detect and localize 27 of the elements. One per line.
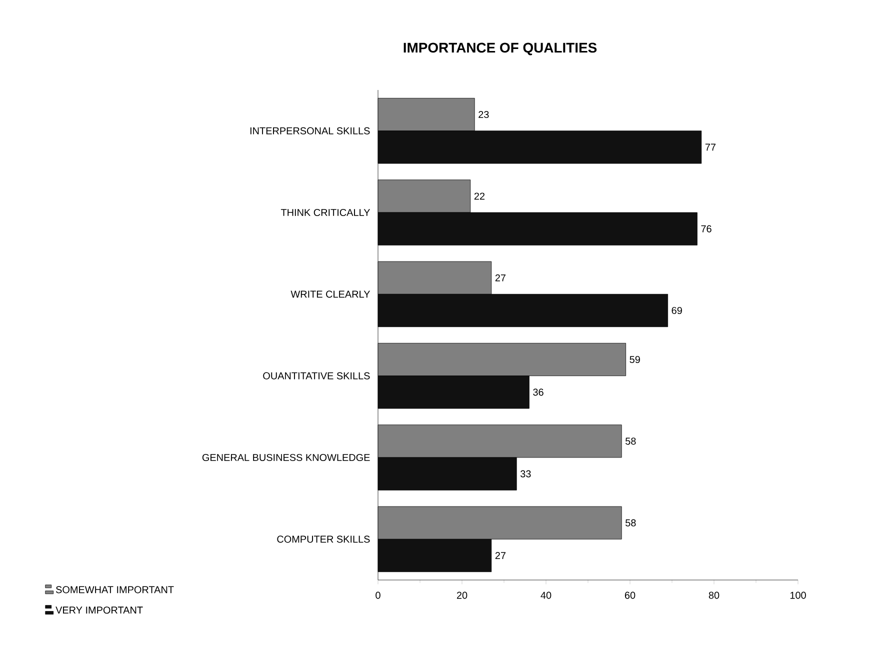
x-tick-label: 40: [540, 592, 552, 599]
data-label: 23: [478, 110, 489, 118]
data-label: 76: [701, 225, 712, 232]
legend-label: VERY IMPORTANT: [56, 606, 143, 614]
x-tick-label: 80: [708, 592, 720, 599]
data-label: 33: [520, 470, 531, 478]
data-label: 36: [533, 388, 544, 396]
y-tick-label: WRITE CLEARLY: [290, 290, 370, 298]
chart-title: IMPORTANCE OF QUALITIES: [404, 42, 597, 56]
legend-label: SOMEWHAT IMPORTANT: [56, 586, 174, 594]
data-label: 27: [495, 274, 506, 282]
x-tick-label: 20: [456, 592, 468, 599]
y-tick-label: THINK CRITICALLY: [280, 208, 370, 216]
data-label: 22: [474, 192, 485, 200]
data-label: 58: [626, 519, 636, 526]
y-tick-label: GENERAL BUSINESS KNOWLEDGE: [202, 454, 370, 462]
data-label: 69: [672, 306, 682, 314]
data-label: 59: [630, 356, 640, 364]
x-tick-label: 0: [376, 592, 380, 599]
y-tick-label: OUANTITATIVE SKILLS: [263, 372, 370, 380]
data-label: 27: [495, 552, 506, 559]
y-tick-label: INTERPERSONAL SKILLS: [250, 127, 370, 134]
data-label: 77: [705, 144, 716, 151]
x-tick-label: 60: [624, 592, 636, 599]
x-tick-label: 100: [790, 592, 806, 599]
y-tick-label: COMPUTER SKILLS: [277, 536, 370, 543]
data-label: 58: [626, 438, 636, 445]
